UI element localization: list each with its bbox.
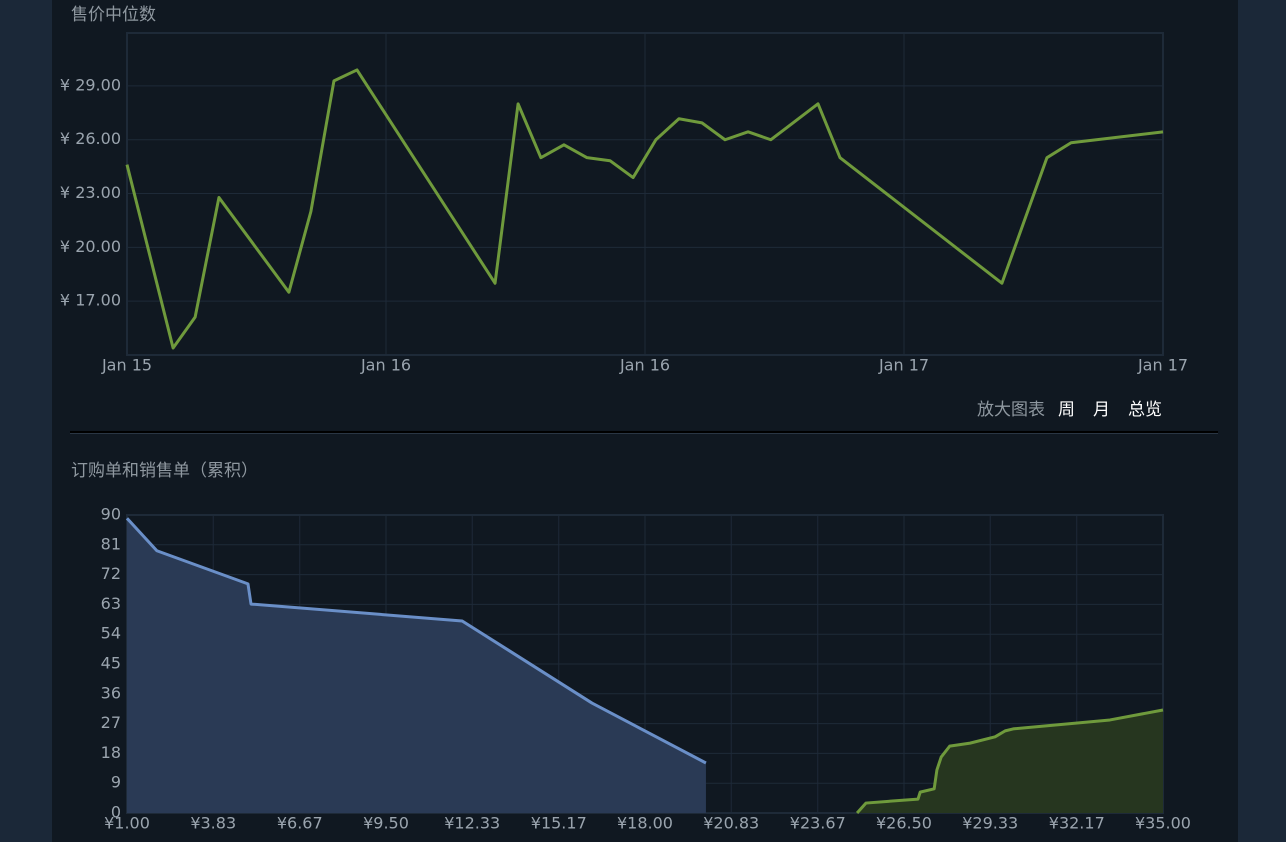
- x-tick-label: ¥32.17: [1049, 814, 1105, 833]
- x-tick-label: ¥3.83: [190, 814, 236, 833]
- x-tick-label: Jan 17: [878, 356, 929, 375]
- area-line: [855, 708, 1164, 814]
- x-tick-label: ¥6.67: [277, 814, 323, 833]
- x-tick-label: ¥9.50: [363, 814, 409, 833]
- zoom-option[interactable]: 周: [1058, 400, 1075, 420]
- x-tick-label: Jan 16: [360, 356, 411, 375]
- zoom-label: 放大图表: [977, 400, 1045, 420]
- line: [125, 68, 1164, 350]
- x-tick-label: Jan 17: [1137, 356, 1188, 375]
- y-tick-label: 18: [101, 743, 121, 762]
- y-tick-label: 36: [101, 683, 121, 702]
- zoom-option[interactable]: 月: [1093, 400, 1110, 420]
- x-tick-label: ¥35.00: [1135, 814, 1191, 833]
- x-tick-label: ¥26.50: [876, 814, 932, 833]
- y-tick-label: 81: [101, 534, 121, 553]
- y-tick-label: ¥ 23.00: [60, 183, 121, 202]
- area-fill: [857, 710, 1163, 813]
- x-tick-label: Jan 15: [101, 356, 152, 375]
- y-tick-label: ¥ 29.00: [60, 75, 121, 94]
- y-tick-label: ¥ 17.00: [60, 291, 121, 310]
- x-tick-label: ¥29.33: [962, 814, 1018, 833]
- y-tick-label: ¥ 20.00: [60, 237, 121, 256]
- x-tick-label: ¥1.00: [104, 814, 150, 833]
- x-tick-label: ¥15.17: [531, 814, 587, 833]
- x-tick-label: ¥12.33: [444, 814, 500, 833]
- y-tick-label: 63: [101, 594, 121, 613]
- chart-title: 售价中位数: [71, 5, 156, 25]
- y-tick-label: 45: [101, 654, 121, 673]
- y-tick-label: 27: [101, 713, 121, 732]
- x-tick-label: ¥18.00: [617, 814, 673, 833]
- area-fill: [127, 518, 706, 813]
- area-line: [125, 517, 707, 765]
- y-tick-label: 54: [101, 624, 121, 643]
- chart-title: 订购单和销售单（累积）: [71, 461, 258, 481]
- x-tick-label: ¥23.67: [790, 814, 846, 833]
- y-tick-label: 90: [101, 505, 121, 524]
- x-tick-label: Jan 16: [619, 356, 670, 375]
- y-tick-label: 0: [111, 803, 121, 822]
- y-tick-label: 9: [111, 773, 121, 792]
- y-tick-label: ¥ 26.00: [60, 129, 121, 148]
- x-tick-label: ¥20.83: [703, 814, 759, 833]
- zoom-option[interactable]: 总览: [1128, 400, 1162, 420]
- y-tick-label: 72: [101, 564, 121, 583]
